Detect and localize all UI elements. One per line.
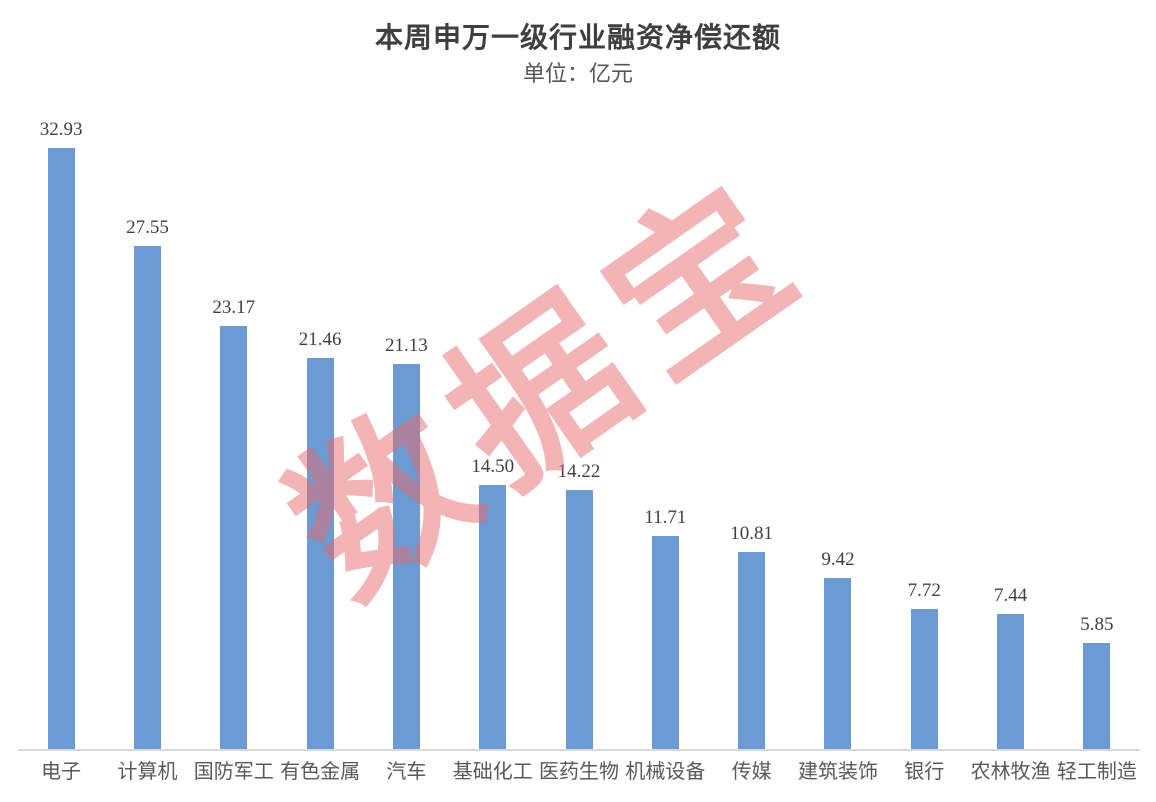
bar xyxy=(565,490,593,750)
value-label: 14.50 xyxy=(471,456,515,478)
bar-column: 14.50 xyxy=(450,100,536,750)
bar-column: 7.72 xyxy=(881,100,967,750)
bar-column: 5.85 xyxy=(1054,100,1140,750)
chart-subtitle: 单位：亿元 xyxy=(522,61,633,86)
category-label: 基础化工 xyxy=(452,761,533,783)
value-label: 9.42 xyxy=(821,549,855,571)
bar-column: 32.93 xyxy=(18,100,104,750)
bar-column: 9.42 xyxy=(795,100,881,750)
value-label: 27.55 xyxy=(126,217,169,239)
bar xyxy=(479,485,507,750)
category-label: 有色金属 xyxy=(280,761,361,783)
plot-area: 32.93 27.55 23.17 21.46 21.13 14.50 14.22 11.71… xyxy=(18,100,1140,750)
bar-column: 7.44 xyxy=(967,100,1053,750)
category-label: 电子 xyxy=(41,761,82,783)
bar-column: 11.71 xyxy=(622,100,708,750)
category-label: 医药生物 xyxy=(539,761,620,783)
category-label: 计算机 xyxy=(117,761,178,783)
bar xyxy=(738,552,766,750)
bar xyxy=(997,614,1025,750)
value-label: 23.17 xyxy=(212,297,256,319)
value-label: 7.44 xyxy=(993,585,1028,607)
value-label: 32.93 xyxy=(39,119,83,141)
x-axis-line xyxy=(18,749,1140,751)
bar-column: 23.17 xyxy=(191,100,277,750)
bar xyxy=(133,246,161,750)
bar-column: 21.46 xyxy=(277,100,363,750)
category-label: 农林牧渔 xyxy=(970,761,1051,783)
bar xyxy=(306,358,334,750)
bar xyxy=(392,364,420,750)
bar-column: 27.55 xyxy=(104,100,190,750)
value-label: 21.13 xyxy=(385,335,428,357)
category-label: 银行 xyxy=(904,761,945,783)
category-label: 传媒 xyxy=(731,761,772,783)
bar xyxy=(47,148,75,750)
category-axis: 电子 计算机 国防军工 有色金属 汽车 基础化工 医药生物 机械设备 传媒 建筑装饰 银行 农林牧渔轻… xyxy=(18,760,1140,784)
bar-column: 21.13 xyxy=(363,100,449,750)
value-label: 21.46 xyxy=(298,329,342,351)
value-label: 14.22 xyxy=(557,461,601,483)
category-label: 国防军工 xyxy=(193,761,274,783)
category-label: 建筑装饰 xyxy=(797,761,878,783)
category-label: 机械设备 xyxy=(625,761,706,783)
bar-column: 10.81 xyxy=(709,100,795,750)
category-label: 轻工制造 xyxy=(1056,761,1137,783)
value-label: 10.81 xyxy=(730,523,774,545)
bar xyxy=(220,326,248,750)
value-label: 5.85 xyxy=(1080,614,1114,636)
value-label: 7.72 xyxy=(907,580,941,602)
category-label: 汽车 xyxy=(386,761,427,783)
value-label: 11.71 xyxy=(644,507,687,529)
bar xyxy=(910,609,938,750)
bar xyxy=(651,536,679,750)
bar-column: 14.22 xyxy=(536,100,622,750)
chart-title: 本周申万一级行业融资净偿还额 xyxy=(374,23,781,54)
bar xyxy=(1083,643,1111,750)
bar xyxy=(824,578,852,750)
